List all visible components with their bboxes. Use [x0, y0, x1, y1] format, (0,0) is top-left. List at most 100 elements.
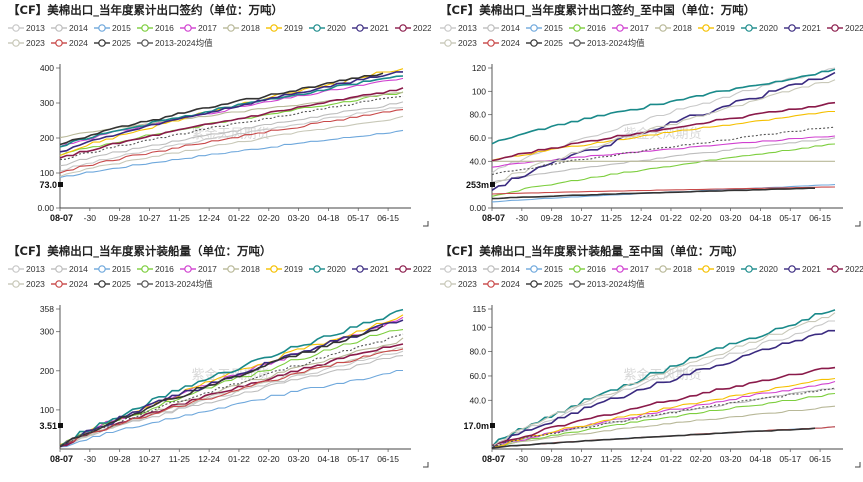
legend-item[interactable]: 2014	[51, 23, 88, 33]
legend-item[interactable]: 2025	[526, 279, 563, 289]
x-tick-label: 04-18	[750, 454, 772, 464]
legend-item[interactable]: 2020	[309, 23, 346, 33]
y-tick-label: 100	[40, 168, 54, 178]
legend-item[interactable]: 2022	[827, 264, 863, 274]
legend-label: 2015	[544, 23, 563, 33]
legend-item[interactable]: 2025	[526, 38, 563, 48]
legend-item[interactable]: 2013-2024均值	[569, 279, 645, 289]
legend-item[interactable]: 2018	[223, 264, 260, 274]
legend-label: 2017	[198, 23, 217, 33]
last-value-label: 253m	[464, 179, 495, 191]
legend-item[interactable]: 2019	[266, 264, 303, 274]
legend-swatch-marker	[12, 265, 20, 273]
legend-label: 2023	[26, 38, 45, 48]
legend-item[interactable]: 2019	[698, 264, 735, 274]
legend-item[interactable]: 2021	[352, 23, 389, 33]
resize-handle	[855, 221, 861, 227]
legend-swatch-marker	[788, 265, 796, 273]
legend-item[interactable]: 2025	[94, 279, 131, 289]
legend-item[interactable]: 2016	[569, 264, 606, 274]
legend-item[interactable]: 2022	[395, 23, 431, 33]
legend-label: 2013-2024均值	[155, 38, 213, 48]
legend-item[interactable]: 2020	[309, 264, 346, 274]
legend-item[interactable]: 2022	[827, 23, 863, 33]
legend-swatch-marker	[227, 24, 235, 32]
last-value-marker	[490, 423, 495, 428]
legend-label: 2014	[501, 264, 520, 274]
legend-item[interactable]: 2014	[483, 23, 520, 33]
legend-item[interactable]: 2015	[526, 23, 563, 33]
legend-item[interactable]: 2020	[741, 264, 778, 274]
legend-item[interactable]: 2017	[612, 264, 649, 274]
last-value-bg	[32, 179, 58, 191]
legend-label: 2023	[26, 279, 45, 289]
chart-panel-contracts-china: 【CF】美棉出口_当年度累计出口签约_至中国（单位：万吨） 2013 2014 201…	[432, 0, 863, 241]
legend-item[interactable]: 2022	[395, 264, 431, 274]
legend-item[interactable]: 2014	[51, 264, 88, 274]
x-tick-label: 10-27	[139, 213, 161, 223]
y-tick-label: 100	[40, 405, 54, 415]
legend-item[interactable]: 2021	[784, 23, 821, 33]
legend-item[interactable]: 2016	[137, 23, 174, 33]
legend-item[interactable]: 2024	[483, 279, 520, 289]
legend-swatch-marker	[573, 265, 581, 273]
legend-item[interactable]: 2016	[569, 23, 606, 33]
legend-item[interactable]: 2018	[223, 23, 260, 33]
x-tick-label: 11-25	[601, 213, 622, 223]
x-tick-label: 09-28	[541, 213, 563, 223]
legend-swatch-marker	[788, 24, 796, 32]
series-line	[491, 101, 836, 162]
chart-title: 【CF】美棉出口_当年度累计出口签约_至中国（单位：万吨）	[440, 3, 755, 18]
x-tick-label: 03-20	[288, 454, 310, 464]
legend-item[interactable]: 2024	[483, 38, 520, 48]
legend-item[interactable]: 2021	[784, 264, 821, 274]
legend-item[interactable]: 2024	[51, 279, 88, 289]
legend-item[interactable]: 2015	[94, 23, 131, 33]
legend-item[interactable]: 2013-2024均值	[137, 38, 213, 48]
legend-swatch-marker	[141, 280, 149, 288]
legend-item[interactable]: 2021	[352, 264, 389, 274]
legend-item[interactable]: 2019	[698, 23, 735, 33]
legend-item[interactable]: 2017	[180, 264, 217, 274]
legend-item[interactable]: 2013	[8, 23, 45, 33]
legend-item[interactable]: 2013-2024均值	[137, 279, 213, 289]
legend-item[interactable]: 2024	[51, 38, 88, 48]
x-tick-label: 02-20	[258, 454, 280, 464]
legend-item[interactable]: 2013	[440, 23, 477, 33]
legend-item[interactable]: 2020	[741, 23, 778, 33]
y-tick-label: 80.0	[469, 347, 486, 357]
legend-item[interactable]: 2023	[440, 38, 477, 48]
legend-item[interactable]: 2023	[8, 279, 45, 289]
legend-item[interactable]: 2023	[440, 279, 477, 289]
chart-title: 【CF】美棉出口_当年度累计出口签约（单位：万吨）	[8, 3, 283, 18]
series-line	[59, 87, 404, 159]
legend-item[interactable]: 2015	[526, 264, 563, 274]
legend-item[interactable]: 2013-2024均值	[569, 38, 645, 48]
legend-item[interactable]: 2013	[8, 264, 45, 274]
legend-label: 2025	[112, 38, 131, 48]
legend-item[interactable]: 2023	[8, 38, 45, 48]
legend-item[interactable]: 2014	[483, 264, 520, 274]
legend-item[interactable]: 2013	[440, 264, 477, 274]
legend-label: 2013	[26, 23, 45, 33]
legend-item[interactable]: 2016	[137, 264, 174, 274]
x-tick-label: 01-22	[228, 454, 250, 464]
legend-item[interactable]: 2025	[94, 38, 131, 48]
legend-label: 2013	[458, 264, 477, 274]
legend-label: 2021	[802, 264, 821, 274]
legend-item[interactable]: 2019	[266, 23, 303, 33]
legend-swatch-marker	[702, 265, 710, 273]
legend-swatch-marker	[530, 24, 538, 32]
series-line	[491, 329, 835, 449]
legend-item[interactable]: 2015	[94, 264, 131, 274]
legend-label: 2018	[241, 264, 260, 274]
chart-panel-shipments: 【CF】美棉出口_当年度累计装船量（单位：万吨） 2013 2014 2015 2016…	[0, 241, 431, 482]
legend-item[interactable]: 2017	[180, 23, 217, 33]
legend-item[interactable]: 2017	[612, 23, 649, 33]
legend-item[interactable]: 2018	[655, 23, 692, 33]
x-tick-label: 01-22	[660, 454, 682, 464]
legend-swatch-marker	[55, 265, 63, 273]
y-tick-label: 0.00	[37, 203, 54, 213]
chart-svg: 【CF】美棉出口_当年度累计装船量（单位：万吨） 2013 2014 2015 2016…	[8, 244, 431, 468]
legend-item[interactable]: 2018	[655, 264, 692, 274]
